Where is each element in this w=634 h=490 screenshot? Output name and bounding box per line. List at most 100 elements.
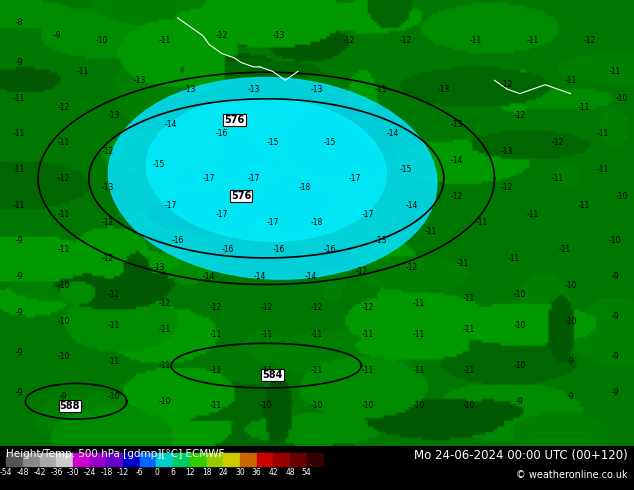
Text: -12: -12	[355, 268, 368, 276]
Text: -12: -12	[57, 102, 70, 112]
Text: -11: -11	[412, 366, 425, 374]
Bar	[73, 453, 90, 466]
Text: -10: -10	[57, 352, 70, 361]
Text: -12: -12	[57, 174, 70, 183]
Text: -11: -11	[577, 200, 590, 210]
Bar	[157, 453, 173, 466]
Text: -17: -17	[247, 174, 260, 183]
Text: 48: 48	[285, 468, 295, 477]
Text: -11: -11	[463, 325, 476, 335]
Text: -9: -9	[611, 388, 619, 397]
Text: -14: -14	[406, 200, 418, 210]
Text: -14: -14	[165, 121, 178, 129]
Text: -13: -13	[450, 121, 463, 129]
Text: -11: -11	[13, 200, 25, 210]
Text: -9: -9	[53, 31, 61, 40]
Text: -30: -30	[67, 468, 79, 477]
Bar	[223, 453, 240, 466]
Text: -11: -11	[526, 36, 539, 45]
Text: -14: -14	[304, 272, 317, 281]
Text: -9: -9	[611, 352, 619, 361]
Bar	[240, 453, 257, 466]
Text: Mo 24-06-2024 00:00 UTC (00+120): Mo 24-06-2024 00:00 UTC (00+120)	[414, 449, 628, 463]
Text: -10: -10	[514, 361, 526, 370]
Text: -12: -12	[101, 219, 114, 227]
Text: -9: -9	[15, 272, 23, 281]
Text: -12: -12	[450, 192, 463, 201]
Text: -17: -17	[266, 219, 279, 227]
Text: -11: -11	[209, 366, 222, 374]
Text: -13: -13	[374, 236, 387, 245]
Text: -15: -15	[399, 165, 412, 174]
Text: -11: -11	[552, 174, 564, 183]
Bar	[190, 453, 207, 466]
Text: -13: -13	[133, 76, 146, 85]
Text: -10: -10	[463, 401, 476, 410]
Text: -13: -13	[184, 85, 197, 94]
Text: © weatheronline.co.uk: © weatheronline.co.uk	[516, 470, 628, 480]
Text: -11: -11	[311, 366, 323, 374]
Text: 584: 584	[262, 369, 283, 380]
Bar	[56, 453, 73, 466]
Text: -12: -12	[101, 147, 114, 156]
Text: -11: -11	[260, 330, 273, 339]
Text: -11: -11	[609, 67, 621, 76]
Text: -12: -12	[552, 138, 564, 147]
Text: -11: -11	[469, 36, 482, 45]
Text: -10: -10	[615, 192, 628, 201]
Text: -11: -11	[456, 259, 469, 268]
Text: -10: -10	[615, 94, 628, 102]
Text: -10: -10	[158, 397, 171, 406]
Text: -11: -11	[13, 165, 25, 174]
Text: 42: 42	[268, 468, 278, 477]
Text: -13: -13	[311, 85, 323, 94]
Text: -11: -11	[158, 325, 171, 335]
Text: -11: -11	[361, 330, 374, 339]
Ellipse shape	[108, 77, 437, 279]
Text: -14: -14	[387, 129, 399, 138]
Text: -11: -11	[311, 330, 323, 339]
Text: -13: -13	[101, 183, 114, 192]
Text: -14: -14	[203, 272, 216, 281]
Text: -15: -15	[152, 161, 165, 170]
Text: -10: -10	[311, 401, 323, 410]
Text: -9: -9	[15, 308, 23, 317]
Text: -12: -12	[514, 111, 526, 121]
Text: -12: -12	[108, 290, 120, 299]
Text: -13: -13	[247, 85, 260, 94]
Text: -17: -17	[216, 210, 228, 219]
Text: -16: -16	[273, 245, 285, 254]
Ellipse shape	[146, 98, 386, 241]
Text: -11: -11	[596, 165, 609, 174]
Text: -13: -13	[374, 85, 387, 94]
Text: -11: -11	[526, 210, 539, 219]
Text: -10: -10	[108, 392, 120, 401]
Text: -11: -11	[158, 36, 171, 45]
Text: -10: -10	[260, 401, 273, 410]
Text: -13: -13	[437, 85, 450, 94]
Text: -11: -11	[209, 330, 222, 339]
Text: 36: 36	[252, 468, 261, 477]
Text: -9: -9	[60, 392, 67, 401]
Text: -16: -16	[171, 236, 184, 245]
Text: -11: -11	[577, 102, 590, 112]
Text: -12: -12	[117, 468, 129, 477]
Text: -12: -12	[583, 36, 596, 45]
Text: -16: -16	[323, 245, 336, 254]
Text: -11: -11	[260, 366, 273, 374]
Text: -11: -11	[13, 129, 25, 138]
Text: -13: -13	[273, 31, 285, 40]
Text: -10: -10	[57, 281, 70, 290]
Text: -54: -54	[0, 468, 13, 477]
Text: -12: -12	[260, 303, 273, 312]
Text: -9: -9	[567, 357, 574, 366]
Text: -11: -11	[57, 245, 70, 254]
Text: -9: -9	[567, 392, 574, 401]
Text: -13: -13	[501, 147, 514, 156]
Text: -10: -10	[514, 321, 526, 330]
Text: -11: -11	[361, 366, 374, 374]
Text: 0: 0	[154, 468, 159, 477]
Text: -12: -12	[361, 303, 374, 312]
Text: -11: -11	[57, 210, 70, 219]
Bar	[273, 453, 290, 466]
